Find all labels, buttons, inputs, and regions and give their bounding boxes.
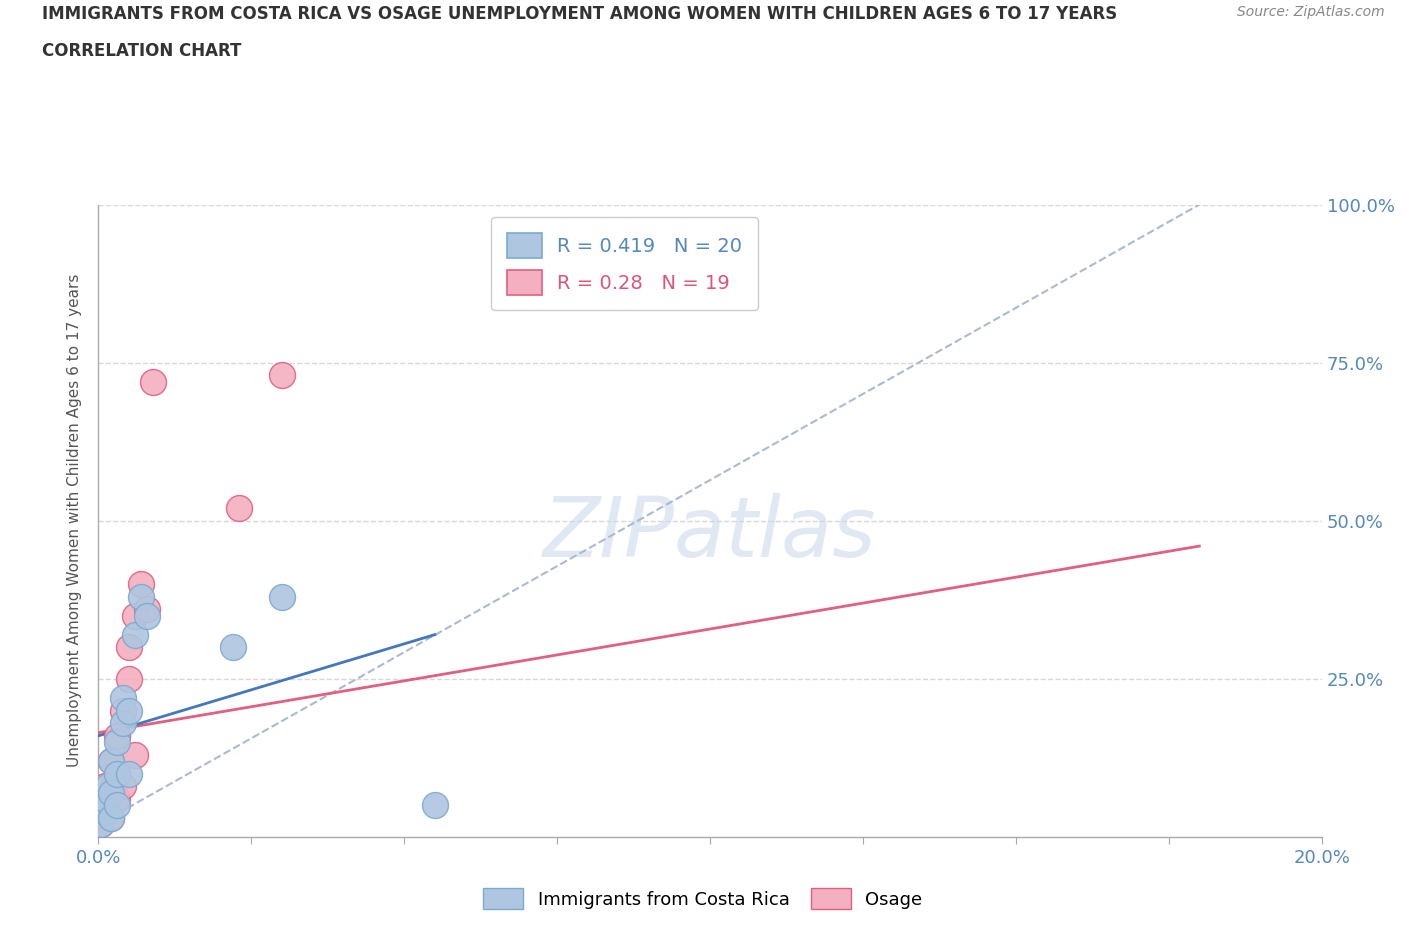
- Point: [270, 368, 292, 383]
- Point: [129, 590, 152, 604]
- Point: [124, 627, 146, 642]
- Point: [93, 791, 115, 806]
- Point: [136, 602, 159, 617]
- Point: [90, 817, 112, 831]
- Point: [105, 798, 128, 813]
- Point: [222, 640, 245, 655]
- Point: [105, 766, 128, 781]
- Point: [118, 703, 141, 718]
- Point: [105, 791, 128, 806]
- Point: [118, 640, 141, 655]
- Point: [90, 817, 112, 831]
- Point: [100, 753, 122, 768]
- Point: [93, 798, 115, 813]
- Point: [118, 671, 141, 686]
- Point: [105, 766, 128, 781]
- Point: [129, 577, 152, 591]
- Point: [97, 779, 120, 794]
- Legend: Immigrants from Costa Rica, Osage: Immigrants from Costa Rica, Osage: [477, 881, 929, 916]
- Point: [105, 728, 128, 743]
- Point: [423, 798, 446, 813]
- Point: [93, 779, 115, 794]
- Point: [100, 811, 122, 826]
- Point: [118, 766, 141, 781]
- Text: IMMIGRANTS FROM COSTA RICA VS OSAGE UNEMPLOYMENT AMONG WOMEN WITH CHILDREN AGES : IMMIGRANTS FROM COSTA RICA VS OSAGE UNEM…: [42, 5, 1118, 22]
- Point: [111, 690, 134, 705]
- Point: [100, 753, 122, 768]
- Point: [124, 748, 146, 763]
- Point: [270, 590, 292, 604]
- Point: [100, 785, 122, 800]
- Point: [136, 608, 159, 623]
- Point: [100, 811, 122, 826]
- Point: [105, 735, 128, 750]
- Point: [111, 716, 134, 731]
- Point: [228, 500, 250, 515]
- Text: CORRELATION CHART: CORRELATION CHART: [42, 42, 242, 60]
- Point: [111, 779, 134, 794]
- Text: Source: ZipAtlas.com: Source: ZipAtlas.com: [1237, 5, 1385, 19]
- Point: [111, 703, 134, 718]
- Y-axis label: Unemployment Among Women with Children Ages 6 to 17 years: Unemployment Among Women with Children A…: [67, 274, 83, 767]
- Point: [93, 804, 115, 819]
- Point: [124, 608, 146, 623]
- Text: ZIPatlas: ZIPatlas: [543, 493, 877, 574]
- Legend: R = 0.419   N = 20, R = 0.28   N = 19: R = 0.419 N = 20, R = 0.28 N = 19: [491, 218, 758, 311]
- Point: [142, 374, 165, 389]
